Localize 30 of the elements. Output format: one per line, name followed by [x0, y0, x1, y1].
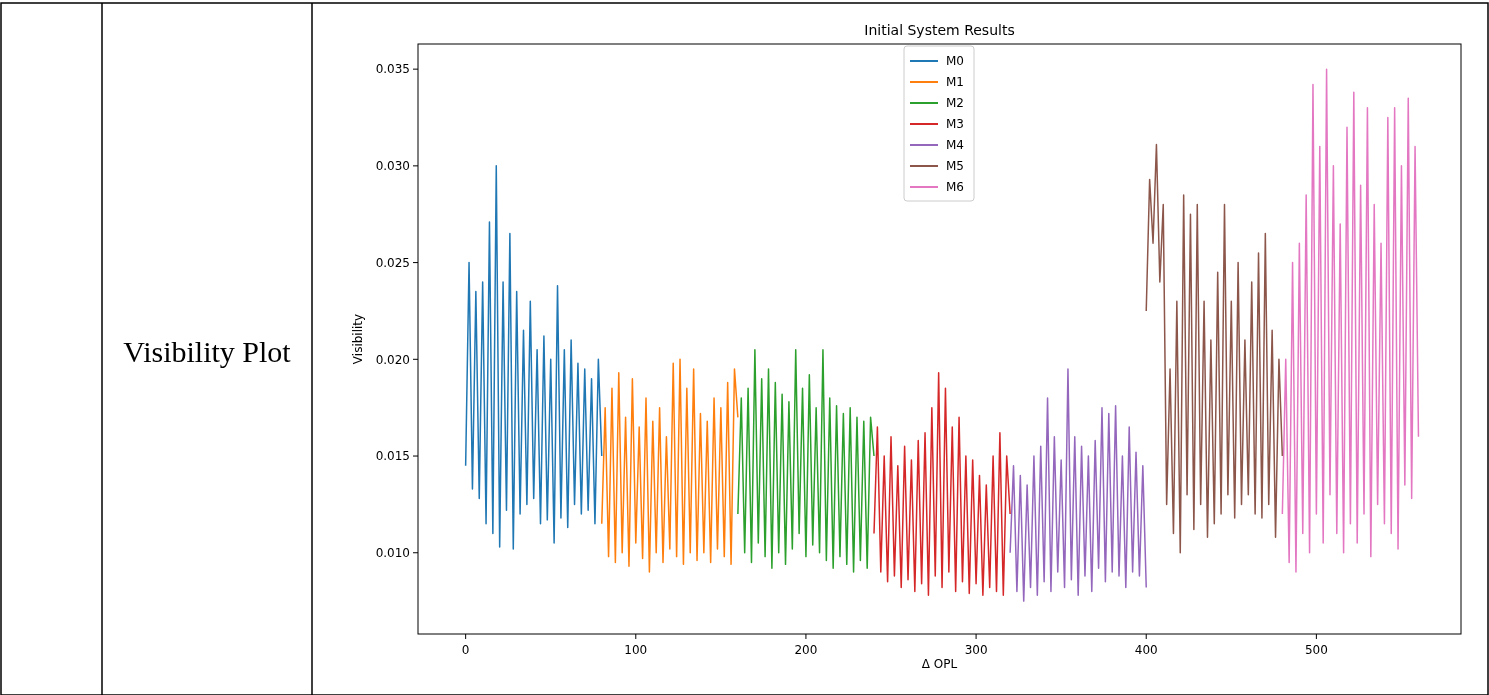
- line-series: [1145, 143, 1284, 554]
- x-tick-label: 0: [461, 643, 470, 657]
- y-tick-label: 0.010: [375, 545, 410, 560]
- y-tick-label: 0.020: [375, 352, 410, 367]
- line-series: [1009, 368, 1147, 602]
- legend-label: M0: [946, 54, 964, 69]
- line-series: [1281, 68, 1420, 573]
- legend-label: M5: [946, 159, 964, 174]
- legend-label: M6: [946, 180, 964, 195]
- x-axis-title: Δ OPL: [921, 657, 958, 671]
- x-tick-label: 500: [1304, 643, 1328, 657]
- x-tick-label: 400: [1134, 643, 1158, 657]
- y-tick-label: 0.035: [375, 62, 410, 77]
- chart-title: Initial System Results: [864, 22, 1015, 38]
- text: Visibility Plot: [123, 335, 292, 368]
- y-tick-label: 0.030: [375, 159, 410, 174]
- line-series: [873, 372, 1011, 597]
- y-tick-label: 0.015: [375, 449, 410, 464]
- legend-label: M1: [946, 75, 964, 90]
- x-tick-label: 200: [794, 643, 818, 657]
- y-axis-title: Visibility: [351, 313, 365, 365]
- line-series: [464, 165, 603, 550]
- line-series: [737, 348, 875, 573]
- legend-label: M4: [946, 138, 964, 153]
- y-tick-label: 0.025: [375, 255, 410, 270]
- legend-label: M2: [946, 96, 964, 111]
- x-tick-label: 100: [624, 643, 648, 657]
- legend-label: M3: [946, 117, 964, 132]
- line-series: [601, 358, 739, 573]
- x-tick-label: 300: [964, 643, 988, 657]
